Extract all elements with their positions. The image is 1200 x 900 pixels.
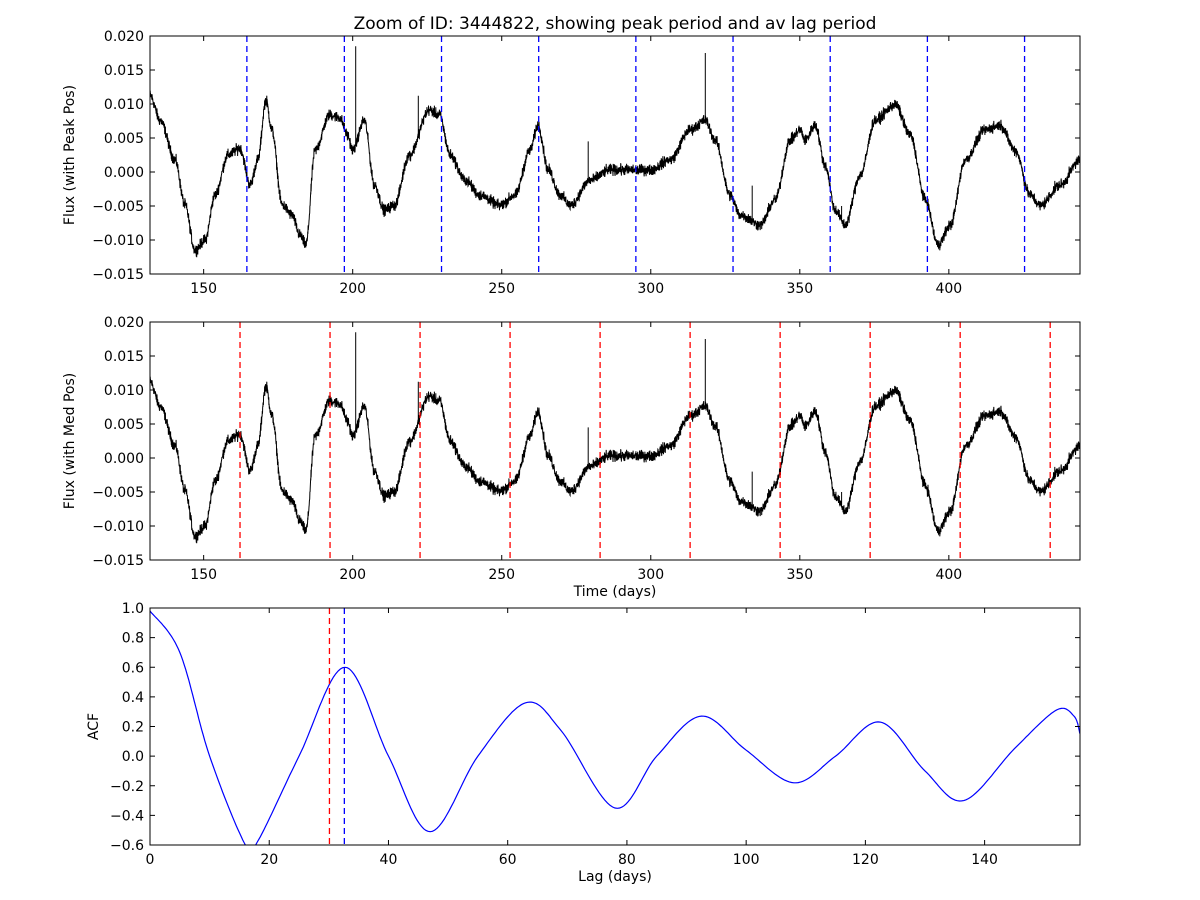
axes-frame bbox=[149, 607, 1081, 846]
light-curve-line bbox=[150, 332, 1080, 544]
x-tick-label: 150 bbox=[190, 281, 217, 297]
panel-peak-pos: 150 200 250 300 350 400 0.020 0.015 0.010 0.005 0.… bbox=[62, 29, 1081, 297]
y-tick-label: 1.0 bbox=[122, 601, 144, 617]
y-axis-label: ACF bbox=[86, 713, 102, 740]
x-tick-label: 250 bbox=[488, 281, 515, 297]
x-tick-label: 20 bbox=[260, 852, 278, 868]
x-tick-label: 120 bbox=[852, 852, 879, 868]
y-tick-label: 0.0 bbox=[122, 749, 144, 765]
y-axis-label: Flux (with Peak Pos) bbox=[62, 85, 78, 225]
panel-acf: 0 20 40 60 80 100 120 140 1.0 0.8 0.6 0.4 0.2 0.0 −0.2… bbox=[86, 601, 1081, 885]
y-tick-label: 0.010 bbox=[104, 97, 144, 113]
y-tick-label: −0.015 bbox=[92, 553, 144, 569]
x-tick-label: 200 bbox=[339, 281, 366, 297]
x-tick-label: 300 bbox=[637, 281, 664, 297]
chart-title: Zoom of ID: 3444822, showing peak period… bbox=[354, 14, 877, 34]
y-tick-label: −0.005 bbox=[92, 199, 144, 215]
panel-med-pos: 150 200 250 300 350 400 0.020 0.015 0.010 0.005 0.… bbox=[62, 315, 1081, 600]
y-tick-label: −0.2 bbox=[110, 779, 144, 795]
y-tick-label: 0.005 bbox=[104, 417, 144, 433]
x-tick-label: 400 bbox=[935, 567, 962, 583]
x-tick-label: 60 bbox=[499, 852, 517, 868]
y-tick-label: −0.4 bbox=[110, 808, 144, 824]
x-axis-label: Lag (days) bbox=[578, 869, 652, 885]
x-axis-label: Time (days) bbox=[573, 584, 657, 600]
x-tick-label: 250 bbox=[488, 567, 515, 583]
y-tick-label: 0.020 bbox=[104, 29, 144, 45]
x-tick-label: 80 bbox=[618, 852, 636, 868]
y-tick-label: 0.015 bbox=[104, 63, 144, 79]
light-curve-line bbox=[150, 46, 1080, 258]
y-tick-label: 0.6 bbox=[122, 660, 144, 676]
y-tick-label: 0.010 bbox=[104, 383, 144, 399]
y-tick-label: 0.000 bbox=[104, 451, 144, 467]
x-tick-label: 40 bbox=[380, 852, 398, 868]
x-tick-label: 140 bbox=[971, 852, 998, 868]
y-tick-label: 0.000 bbox=[104, 165, 144, 181]
y-tick-label: −0.010 bbox=[92, 519, 144, 535]
x-tick-label: 400 bbox=[935, 281, 962, 297]
x-tick-label: 150 bbox=[190, 567, 217, 583]
x-tick-label: 300 bbox=[637, 567, 664, 583]
y-tick-label: 0.015 bbox=[104, 349, 144, 365]
x-tick-label: 100 bbox=[733, 852, 760, 868]
y-tick-label: 0.8 bbox=[122, 631, 144, 647]
y-axis-label: Flux (with Med Pos) bbox=[62, 373, 78, 509]
y-tick-label: 0.020 bbox=[104, 315, 144, 331]
x-tick-label: 200 bbox=[339, 567, 366, 583]
acf-line bbox=[150, 610, 1080, 845]
x-tick-label: 0 bbox=[146, 852, 155, 868]
axes-frame bbox=[149, 35, 1081, 275]
y-tick-label: −0.010 bbox=[92, 233, 144, 249]
y-tick-label: 0.4 bbox=[122, 690, 144, 706]
y-tick-label: −0.015 bbox=[92, 267, 144, 283]
y-tick-label: 0.2 bbox=[122, 720, 144, 736]
y-tick-label: −0.6 bbox=[110, 838, 144, 854]
axes-frame bbox=[149, 321, 1081, 561]
y-tick-label: −0.005 bbox=[92, 485, 144, 501]
x-tick-label: 350 bbox=[786, 281, 813, 297]
y-tick-label: 0.005 bbox=[104, 131, 144, 147]
x-tick-label: 350 bbox=[786, 567, 813, 583]
